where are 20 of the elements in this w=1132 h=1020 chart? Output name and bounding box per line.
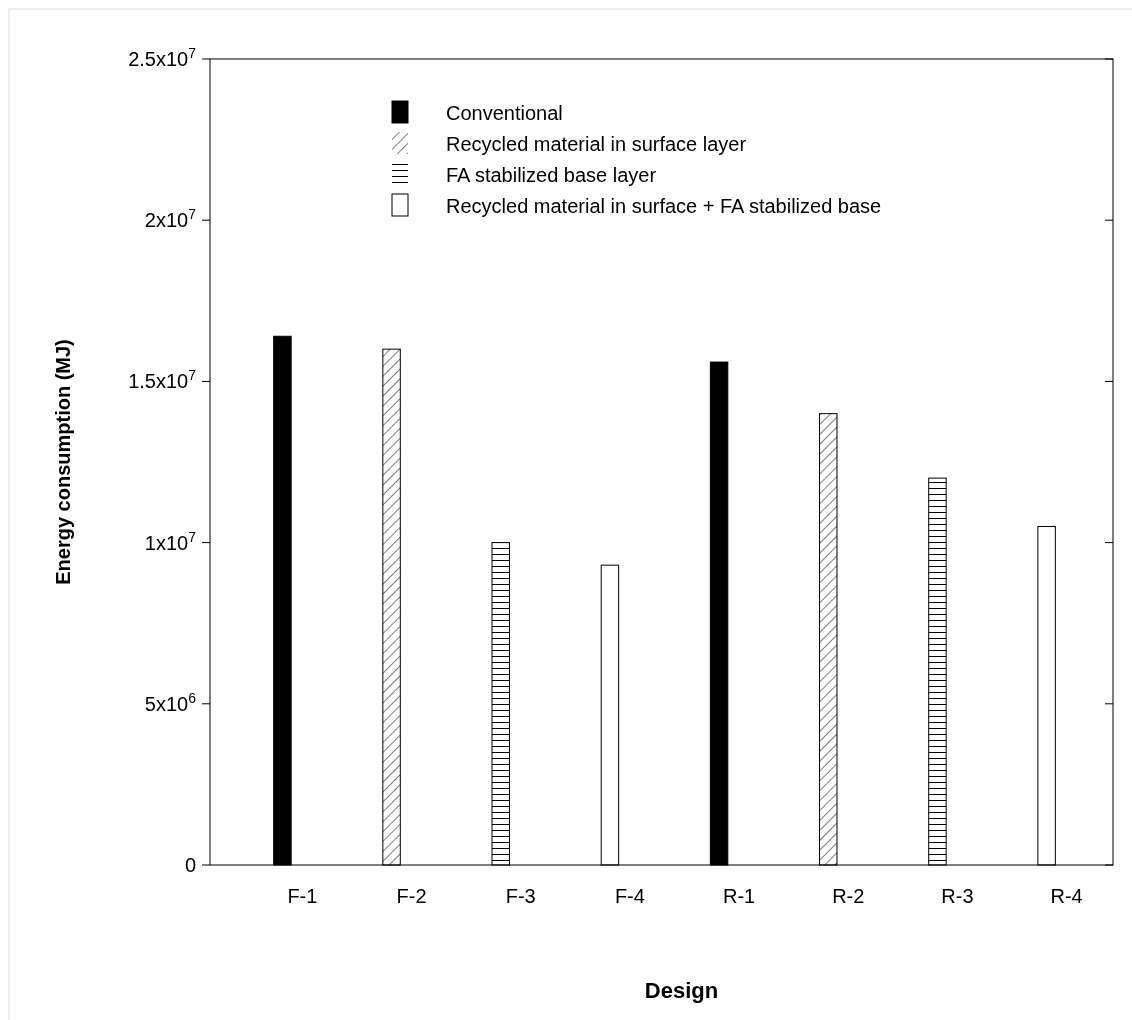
legend-label: FA stabilized base layer [446,164,657,186]
y-tick-label: 5x10$^{6}$ [144,689,197,715]
x-tick-label: F-2 [396,885,427,907]
y-tick-label: 1.5x10$^{7}$ [128,367,197,393]
y-tick-label: 2.5x10$^{7}$ [128,45,197,70]
y-tick-label: 2x10$^{7}$ [144,206,197,232]
x-tick-label: R-2 [832,885,865,907]
x-tick-label: F-1 [287,885,318,907]
x-tick-label: R-3 [941,885,974,907]
x-tick-label: F-4 [614,885,645,907]
legend-label: Recycled material in surface + FA stabilized base [446,195,882,217]
legend-label: Recycled material in surface layer [446,133,747,155]
x-axis-title: Design [644,978,719,1003]
y-axis-title: Energy consumption (MJ) [52,339,74,585]
x-tick-label: F-3 [505,885,536,907]
y-tick-label: 0 [184,854,196,876]
legend-label: Conventional [446,102,563,124]
y-tick-label: 1x10$^{7}$ [144,528,197,554]
x-tick-label: R-4 [1050,885,1083,907]
x-tick-label: R-1 [722,885,756,907]
